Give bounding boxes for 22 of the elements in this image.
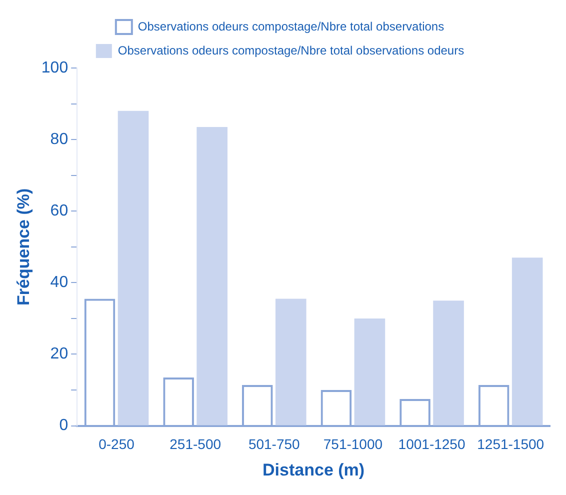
bar [354, 318, 386, 426]
y-tick-label: 100 [41, 59, 68, 76]
bar [196, 127, 228, 426]
bar [275, 298, 306, 426]
bar [512, 258, 543, 426]
x-tick-label: 501-750 [248, 436, 300, 452]
x-axis-title: Distance (m) [262, 460, 365, 480]
y-tick-label: 60 [50, 202, 68, 220]
y-tick-label: 20 [50, 346, 68, 363]
legend-label: Observations odeurs compostage/Nbre total observations [138, 19, 444, 34]
x-tick-label: 251-500 [170, 436, 222, 452]
x-tick-label: 0-250 [98, 436, 135, 452]
y-tick-label: 40 [50, 274, 68, 292]
x-tick-label: 751-1000 [323, 436, 383, 452]
y-tick-label: 80 [50, 130, 68, 148]
legend-label: Observations odeurs compostage/Nbre total observations odeurs [118, 43, 464, 58]
y-tick-label: 0 [59, 417, 68, 434]
y-axis-title: Fréquence (%) [14, 188, 33, 306]
bar [118, 110, 149, 426]
x-tick-label: 1251-1500 [477, 436, 544, 452]
bar [433, 300, 464, 426]
x-tick-label: 1001-1250 [398, 436, 466, 452]
